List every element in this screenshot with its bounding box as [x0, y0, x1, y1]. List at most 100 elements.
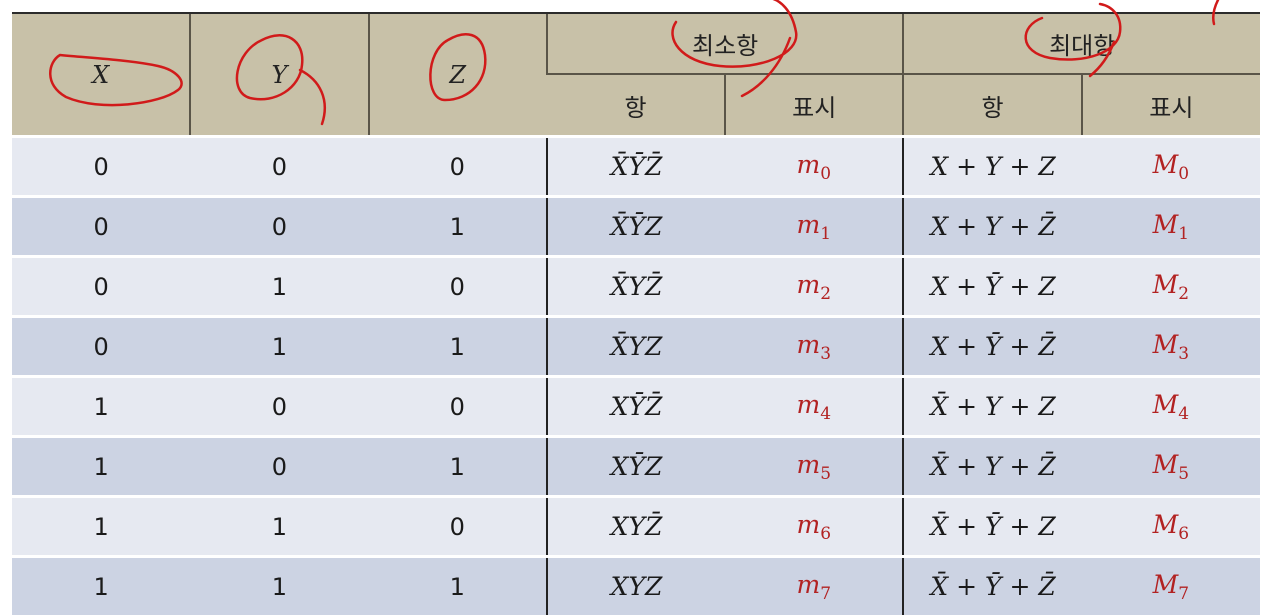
cell-z: 1 [369, 197, 547, 257]
minterm-index: 4 [820, 404, 831, 424]
cell-maxterm-label: M3 [1082, 317, 1260, 377]
cell-minterm: XȲZ [547, 437, 725, 497]
maxterm-index: 0 [1178, 164, 1189, 184]
maxterm-symbol: M [1153, 210, 1179, 239]
maxterm-symbol: M [1153, 390, 1179, 419]
minterm-symbol: m [796, 570, 820, 599]
header-x: X [12, 13, 190, 137]
header-minterm-notation: 표시 [725, 74, 903, 137]
minterm-index: 7 [820, 584, 831, 604]
cell-x: 0 [12, 257, 190, 317]
cell-x: 1 [12, 437, 190, 497]
cell-maxterm: X + Ȳ + Z̄ [903, 317, 1081, 377]
cell-maxterm-label: M4 [1082, 377, 1260, 437]
cell-y: 0 [190, 437, 368, 497]
minterm-index: 2 [820, 284, 831, 304]
table-header: X Y Z 최소항 최대항 항 표시 항 표시 [12, 13, 1260, 137]
minterm-index: 6 [820, 524, 831, 544]
slide: X Y Z 최소항 최대항 항 표시 항 표시 0 0 0 X̄ȲZ̄ m0 X… [0, 0, 1266, 586]
cell-z: 0 [369, 377, 547, 437]
cell-maxterm: X̄ + Y + Z [903, 377, 1081, 437]
minterm-symbol: m [796, 330, 820, 359]
header-maxterm-notation: 표시 [1082, 74, 1260, 137]
cell-y: 0 [190, 137, 368, 197]
maxterm-index: 3 [1178, 344, 1189, 364]
cell-maxterm-label: M0 [1082, 137, 1260, 197]
maxterm-index: 4 [1178, 404, 1189, 424]
maxterm-index: 2 [1178, 284, 1189, 304]
maxterm-symbol: M [1153, 510, 1179, 539]
maxterm-index: 7 [1178, 584, 1189, 604]
cell-maxterm: X + Y + Z [903, 137, 1081, 197]
header-maxterm-term: 항 [903, 74, 1081, 137]
maxterm-symbol: M [1153, 570, 1179, 599]
cell-maxterm: X + Y + Z̄ [903, 197, 1081, 257]
cell-minterm-label: m4 [725, 377, 903, 437]
cell-minterm-label: m1 [725, 197, 903, 257]
minterm-index: 0 [820, 164, 831, 184]
minterm-symbol: m [796, 210, 820, 239]
cell-minterm: XYZ̄ [547, 497, 725, 557]
cell-maxterm-label: M5 [1082, 437, 1260, 497]
table-row: 0 1 0 X̄YZ̄ m2 X + Ȳ + Z M2 [12, 257, 1260, 317]
table-row: 1 0 0 XȲZ̄ m4 X̄ + Y + Z M4 [12, 377, 1260, 437]
minterm-symbol: m [796, 510, 820, 539]
cell-minterm: X̄ȲZ̄ [547, 137, 725, 197]
cell-minterm-label: m0 [725, 137, 903, 197]
cell-x: 1 [12, 377, 190, 437]
minterm-symbol: m [796, 270, 820, 299]
table-row: 1 1 0 XYZ̄ m6 X̄ + Ȳ + Z M6 [12, 497, 1260, 557]
maxterm-index: 6 [1178, 524, 1189, 544]
table-row: 0 1 1 X̄YZ m3 X + Ȳ + Z̄ M3 [12, 317, 1260, 377]
cell-minterm: X̄YZ̄ [547, 257, 725, 317]
cell-x: 0 [12, 197, 190, 257]
cell-x: 0 [12, 317, 190, 377]
maxterm-symbol: M [1153, 270, 1179, 299]
minterm-symbol: m [796, 450, 820, 479]
cell-minterm-label: m3 [725, 317, 903, 377]
header-minterm-group: 최소항 [547, 13, 904, 74]
cell-y: 1 [190, 317, 368, 377]
cell-z: 1 [369, 317, 547, 377]
cell-maxterm: X̄ + Ȳ + Z [903, 497, 1081, 557]
cell-maxterm-label: M2 [1082, 257, 1260, 317]
maxterm-symbol: M [1153, 330, 1179, 359]
cell-z: 0 [369, 257, 547, 317]
minterm-index: 3 [820, 344, 831, 364]
maxterm-index: 5 [1178, 464, 1189, 484]
cell-y: 1 [190, 257, 368, 317]
cell-z: 0 [369, 497, 547, 557]
cell-y: 0 [190, 197, 368, 257]
cell-maxterm: X + Ȳ + Z [903, 257, 1081, 317]
minterm-symbol: m [796, 390, 820, 419]
table-body: 0 0 0 X̄ȲZ̄ m0 X + Y + Z M0 0 0 1 X̄ȲZ m… [12, 137, 1260, 615]
cell-minterm: XȲZ̄ [547, 377, 725, 437]
cell-x: 0 [12, 137, 190, 197]
cell-minterm: X̄ȲZ [547, 197, 725, 257]
cell-minterm-label: m2 [725, 257, 903, 317]
minterm-symbol: m [796, 150, 820, 179]
minterm-maxterm-table: X Y Z 최소항 최대항 항 표시 항 표시 0 0 0 X̄ȲZ̄ m0 X… [12, 12, 1260, 615]
table-row: 0 0 0 X̄ȲZ̄ m0 X + Y + Z M0 [12, 137, 1260, 197]
cell-minterm-label: m6 [725, 497, 903, 557]
header-z: Z [369, 13, 547, 137]
cell-y: 0 [190, 377, 368, 437]
cell-z: 0 [369, 137, 547, 197]
cell-maxterm: X̄ + Y + Z̄ [903, 437, 1081, 497]
cell-minterm-label: m5 [725, 437, 903, 497]
header-maxterm-group: 최대항 [903, 13, 1260, 74]
cell-x: 1 [12, 497, 190, 557]
cell-z: 1 [369, 437, 547, 497]
maxterm-index: 1 [1178, 224, 1189, 244]
cell-maxterm-label: M1 [1082, 197, 1260, 257]
header-minterm-term: 항 [547, 74, 725, 137]
cell-y: 1 [190, 497, 368, 557]
minterm-index: 1 [820, 224, 831, 244]
minterm-index: 5 [820, 464, 831, 484]
cell-maxterm-label: M6 [1082, 497, 1260, 557]
header-y: Y [190, 13, 368, 137]
cell-minterm: X̄YZ [547, 317, 725, 377]
maxterm-symbol: M [1153, 150, 1179, 179]
table-row: 1 0 1 XȲZ m5 X̄ + Y + Z̄ M5 [12, 437, 1260, 497]
maxterm-symbol: M [1153, 450, 1179, 479]
